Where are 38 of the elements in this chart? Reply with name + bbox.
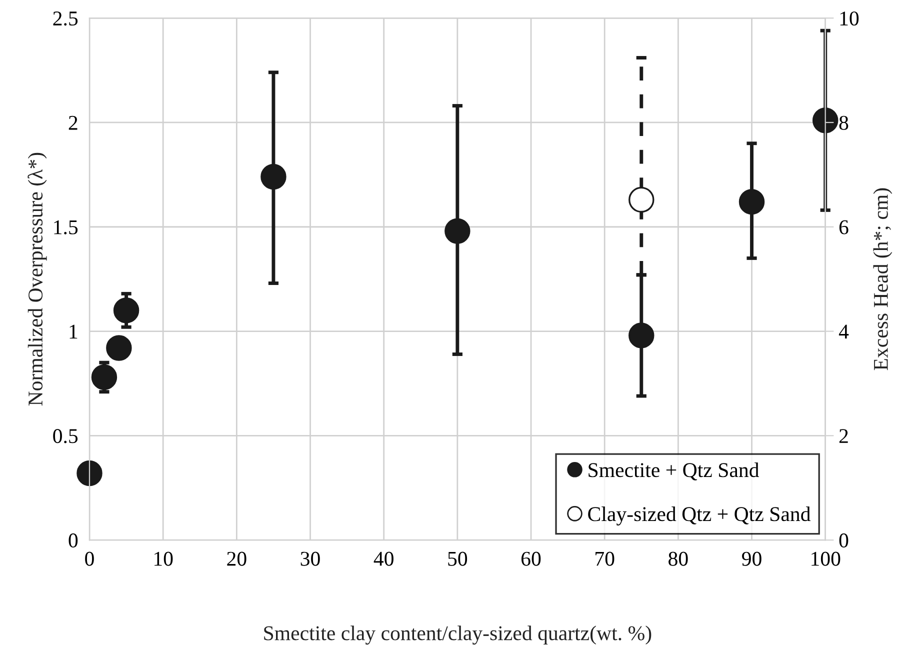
- point: [444, 218, 470, 244]
- point: [113, 298, 140, 324]
- x-tick-label: 10: [154, 552, 173, 566]
- y-tick-label: 0.5: [53, 429, 78, 444]
- x-tick-label: 60: [521, 552, 541, 566]
- y2-tick-label: 10: [840, 11, 859, 26]
- y2-tick-label: 4: [838, 324, 849, 338]
- point: [76, 460, 102, 486]
- y2-tick-label: 0: [839, 533, 848, 548]
- y-tick-label: 1.5: [54, 220, 78, 234]
- point: [260, 164, 286, 190]
- x-tick-label: 20: [227, 552, 246, 566]
- x-tick-label: 100: [812, 552, 840, 566]
- point: [628, 186, 654, 213]
- y-tick-label: 2.5: [53, 12, 78, 26]
- x-tick-label: 0: [85, 552, 94, 566]
- point: [91, 364, 118, 390]
- y2-tick-label: 2: [839, 429, 848, 443]
- y-axis-title: Normalized Overpressure (λ*): [28, 152, 47, 406]
- point: [628, 322, 654, 348]
- point: [812, 108, 838, 134]
- legend-label: Clay-sized Qtz + Qtz Sand: [588, 506, 811, 526]
- y2-axis-title: Excess Head (h*; cm): [873, 188, 892, 370]
- x-tick-label: 50: [448, 552, 468, 566]
- x-tick-label: 70: [596, 552, 614, 566]
- x-axis-title: Smectite clay content/clay-sized quartz(wt. %): [264, 626, 652, 645]
- y2-tick-label: 8: [839, 116, 848, 130]
- x-tick-label: 40: [374, 552, 394, 566]
- x-tick-label: 30: [300, 552, 320, 566]
- point: [738, 188, 765, 215]
- x-tick-label: 80: [668, 552, 688, 566]
- y-tick-label: 1: [70, 324, 78, 338]
- point: [106, 335, 132, 361]
- y-tick-label: 0: [68, 533, 78, 548]
- legend-label: Smectite + Qtz Sand: [588, 462, 760, 480]
- y-tick-label: 2: [68, 116, 78, 130]
- y2-tick-label: 6: [839, 220, 848, 234]
- x-tick-label: 90: [742, 552, 762, 566]
